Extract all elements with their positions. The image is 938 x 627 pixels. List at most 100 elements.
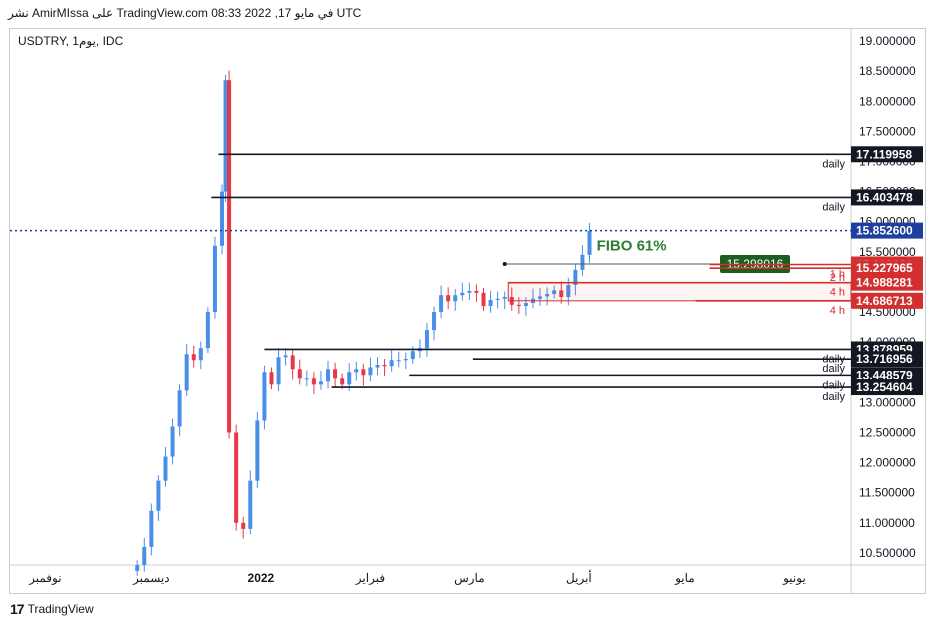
timeframe-label: daily <box>822 391 845 403</box>
y-tick-label: 12.500000 <box>859 426 916 440</box>
candle-body <box>573 269 578 285</box>
price-tag-current-text: 15.852600 <box>856 224 913 238</box>
footer: 17 TradingView <box>10 601 94 617</box>
y-tick-label: 11.000000 <box>859 516 915 530</box>
candle-body <box>223 80 228 192</box>
timeframe-label: 4 h <box>830 287 845 299</box>
candle-body <box>467 290 472 293</box>
candle-body <box>333 369 338 379</box>
y-tick-label: 15.500000 <box>859 245 916 259</box>
y-tick-label: 19.000000 <box>859 34 916 48</box>
price-tag <box>851 189 923 206</box>
demand-zone <box>507 282 852 302</box>
price-tag <box>851 379 923 396</box>
candle-body <box>311 378 316 385</box>
candle-body <box>439 295 444 313</box>
candle-body <box>460 292 465 296</box>
candle-body <box>432 312 437 331</box>
y-tick-label: 18.000000 <box>859 94 916 108</box>
timeframe-label: 2 h <box>830 272 845 284</box>
candle-body <box>255 420 260 481</box>
candle-body <box>170 426 175 457</box>
candle-body <box>290 355 295 370</box>
x-tick-label: مارس <box>454 571 485 585</box>
candle-body <box>545 293 550 297</box>
candle-body <box>142 546 147 565</box>
candle-body <box>340 378 345 385</box>
price-tag-text: 17.119958 <box>856 147 912 161</box>
candle-body <box>184 354 189 391</box>
candle-body <box>481 292 486 307</box>
candle-body <box>276 357 281 385</box>
price-tag-text: 14.988281 <box>856 276 913 290</box>
price-tag <box>851 351 923 368</box>
candle-body <box>502 297 507 299</box>
candle-body <box>135 565 140 572</box>
timeframe-label: daily <box>822 201 845 213</box>
price-tag <box>851 146 923 163</box>
timeframe-label: daily <box>822 158 845 170</box>
footer-brand: TradingView <box>27 602 94 616</box>
candle-body <box>552 290 557 294</box>
candle-body <box>248 480 253 529</box>
candle-body <box>241 522 246 529</box>
price-tag <box>851 274 923 291</box>
candle-body <box>198 348 203 361</box>
candle-body <box>474 290 479 293</box>
candle-body <box>566 284 571 297</box>
price-tag-text: 13.254604 <box>856 380 913 394</box>
candle-body <box>234 432 239 523</box>
candle-body <box>382 365 387 367</box>
price-tag <box>851 292 923 309</box>
x-tick-label: فبراير <box>355 571 385 585</box>
candle-body <box>318 381 323 385</box>
y-tick-label: 11.500000 <box>859 486 915 500</box>
candle-body <box>347 372 352 385</box>
price-tag-text: 15.227965 <box>856 261 913 275</box>
candle-body <box>177 390 182 427</box>
candle-body <box>410 351 415 360</box>
x-tick-label: نوفمبر <box>28 571 61 585</box>
candle-body <box>396 360 401 362</box>
price-tag-text: 13.716956 <box>856 352 913 366</box>
price-tag-text: 16.403478 <box>856 190 913 204</box>
candle-body <box>488 300 493 307</box>
price-tag <box>851 260 923 277</box>
candle-body <box>523 303 528 307</box>
candle-body <box>297 369 302 379</box>
candle-body <box>220 191 225 246</box>
x-tick-label: أبريل <box>566 570 592 585</box>
y-tick-label: 17.500000 <box>859 124 916 138</box>
x-tick-label: ديسمبر <box>132 571 170 585</box>
candle-body <box>191 354 196 361</box>
candle-body <box>389 360 394 367</box>
candle-body <box>375 365 380 368</box>
candle-body <box>326 369 331 382</box>
candle-body <box>149 510 154 547</box>
x-tick-label: 2022 <box>248 571 275 585</box>
y-tick-label: 10.500000 <box>859 546 916 560</box>
price-tag-current <box>851 222 923 239</box>
candle-body <box>304 378 309 380</box>
candle-body <box>446 295 451 302</box>
candle-body <box>269 372 274 385</box>
y-tick-label: 18.500000 <box>859 64 916 78</box>
candle-body <box>156 480 161 511</box>
price-tag-text: 13.448579 <box>856 368 913 382</box>
x-tick-label: يونيو <box>782 571 806 585</box>
candle-body <box>538 296 543 299</box>
candle-body <box>453 295 458 302</box>
candle-body <box>205 312 210 349</box>
timeframe-label: daily <box>822 363 845 375</box>
candle-body <box>163 456 168 481</box>
candle-body <box>262 372 267 421</box>
candle-body <box>559 290 564 297</box>
candle-body <box>368 367 373 376</box>
candle-body <box>212 245 217 313</box>
timeframe-label: 4 h <box>830 305 845 317</box>
candle-body <box>424 330 429 349</box>
fibo-annotation: FIBO 61% <box>597 238 667 255</box>
y-tick-label: 13.000000 <box>859 395 916 409</box>
candle-body <box>580 254 585 270</box>
